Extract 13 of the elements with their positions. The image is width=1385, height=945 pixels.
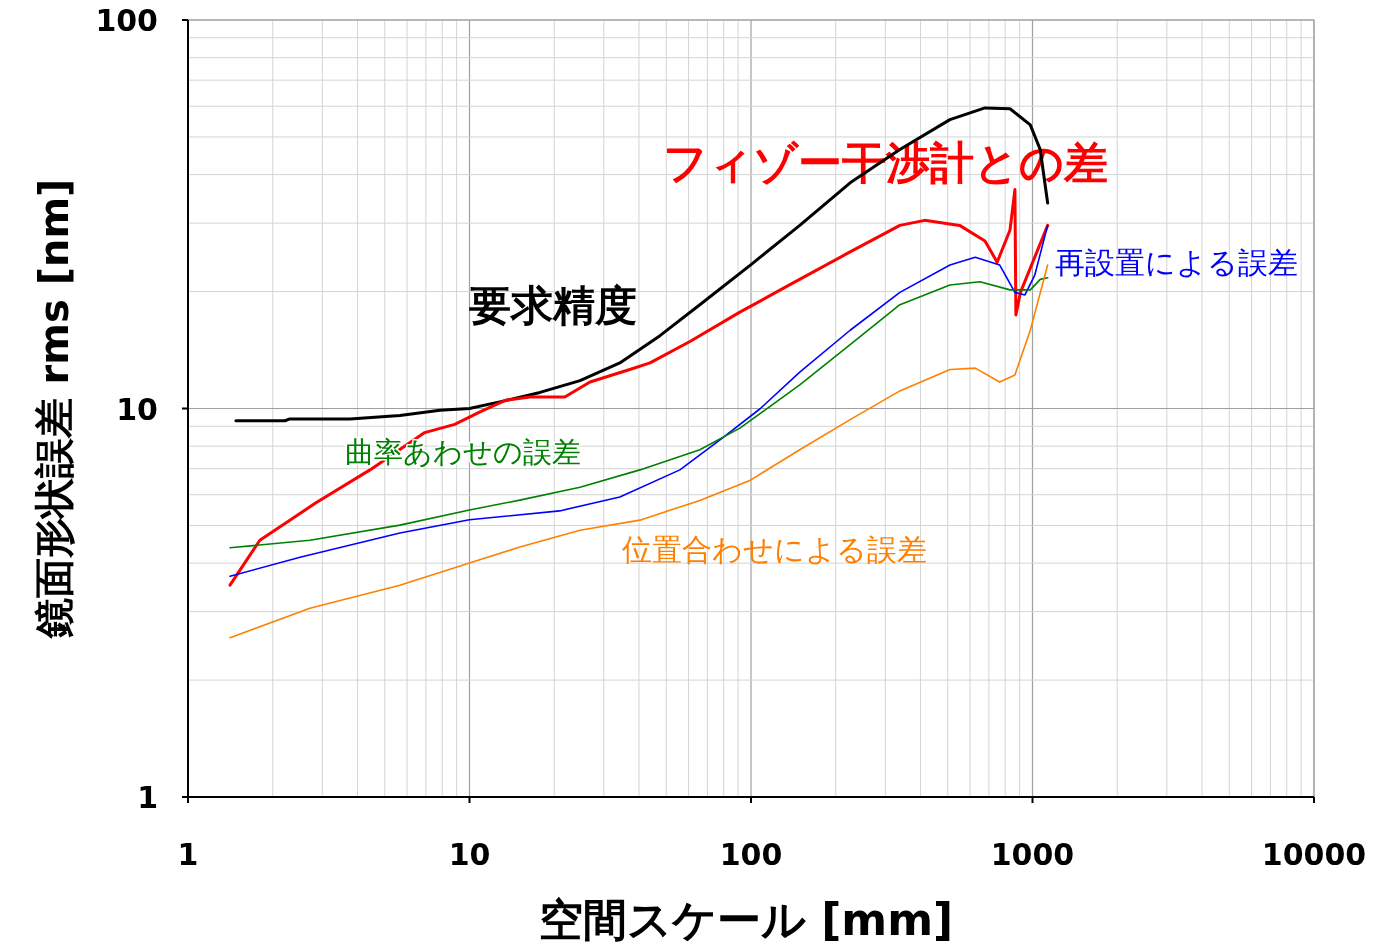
series-label: 再設置による誤差 [1055,245,1298,280]
y-axis-title: 鏡面形状誤差 rms [nm] [31,178,77,640]
x-tick-label: 10000 [1261,837,1367,872]
x-tick-label: 1 [177,837,199,872]
x-axis-title: 空間スケール [mm] [538,894,954,945]
x-tick-label: 100 [719,837,783,872]
y-tick-label: 10 [116,391,158,427]
series-label: 要求精度 [469,281,637,330]
x-tick-label: 1000 [990,837,1075,872]
x-tick-label: 10 [448,837,491,872]
y-tick-label: 1 [137,780,158,815]
y-tick-label: 100 [95,3,158,38]
series-label: 位置合わせによる誤差 [622,532,927,567]
